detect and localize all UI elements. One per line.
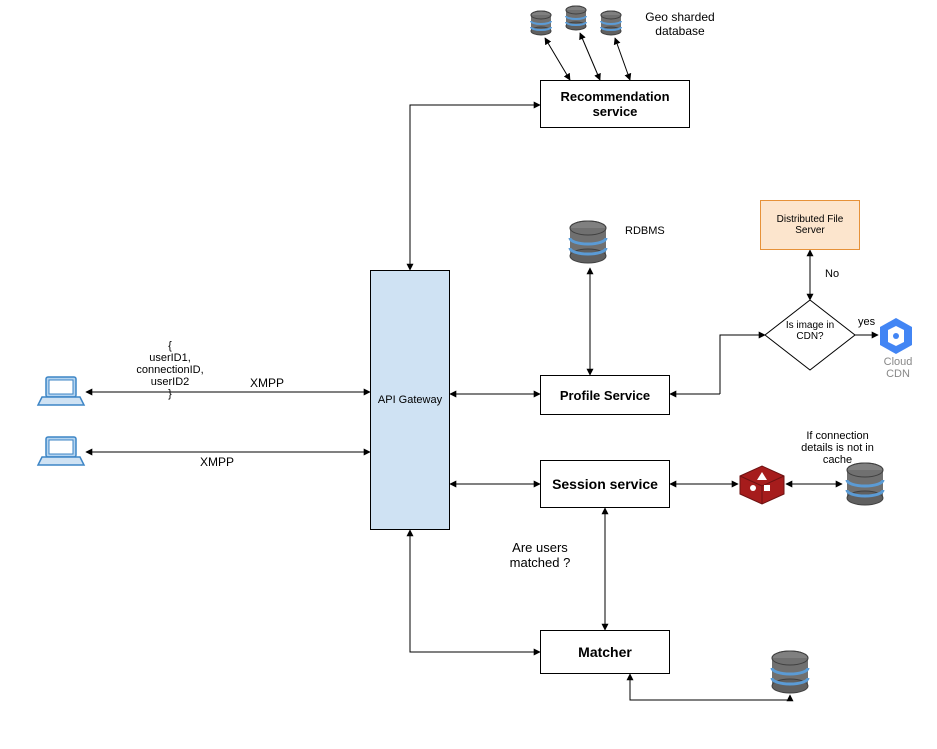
- geo-db-label: Geo sharded database: [635, 10, 725, 38]
- decision-label: Is image in CDN?: [778, 320, 842, 342]
- matched-question-label: Are users matched ?: [500, 540, 580, 570]
- session-service-node: Session service: [540, 460, 670, 508]
- api-gateway-label: API Gateway: [378, 394, 442, 406]
- api-gateway-node: API Gateway: [370, 270, 450, 530]
- no-label: No: [825, 268, 839, 280]
- geo-db-icon-1: [531, 11, 551, 35]
- redis-cache-icon: [740, 466, 784, 504]
- xmpp-label-1: XMPP: [250, 376, 284, 390]
- dfs-label: Distributed File Server: [765, 214, 855, 236]
- xmpp-label-2: XMPP: [200, 455, 234, 469]
- matcher-node: Matcher: [540, 630, 670, 674]
- yes-label: yes: [858, 316, 875, 328]
- cloud-cdn-label: Cloud CDN: [878, 356, 918, 380]
- rdbms-db-icon: [570, 221, 606, 263]
- payload-label: { userID1, connectionID, userID2 }: [120, 328, 220, 400]
- client-laptop-icon-1: [38, 377, 84, 405]
- client-laptop-icon-2: [38, 437, 84, 465]
- profile-label: Profile Service: [560, 388, 650, 403]
- rdbms-label: RDBMS: [625, 225, 665, 237]
- geo-db-icon-3: [601, 11, 621, 35]
- session-db-icon: [847, 463, 883, 505]
- matcher-db-icon: [772, 651, 808, 693]
- recommendation-label: Recommendation service: [545, 89, 685, 119]
- cache-miss-label: If connection details is not in cache: [790, 430, 885, 466]
- session-label: Session service: [552, 476, 658, 492]
- profile-service-node: Profile Service: [540, 375, 670, 415]
- geo-db-icon-2: [566, 6, 586, 30]
- cloud-cdn-icon: [880, 318, 912, 354]
- recommendation-service-node: Recommendation service: [540, 80, 690, 128]
- distributed-file-server-node: Distributed File Server: [760, 200, 860, 250]
- matcher-label: Matcher: [578, 644, 632, 660]
